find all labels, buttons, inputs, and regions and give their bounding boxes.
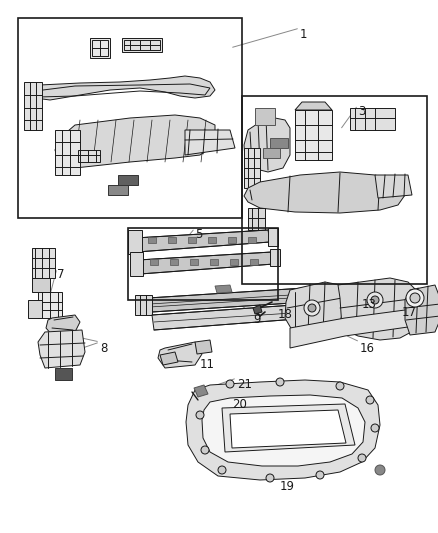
- Polygon shape: [148, 288, 307, 312]
- Circle shape: [276, 378, 283, 386]
- Text: 13: 13: [361, 298, 376, 311]
- Polygon shape: [148, 237, 155, 243]
- Circle shape: [315, 471, 323, 479]
- Circle shape: [335, 382, 343, 390]
- Polygon shape: [230, 259, 237, 265]
- Text: 9: 9: [252, 313, 260, 326]
- Polygon shape: [252, 305, 261, 314]
- Circle shape: [195, 411, 204, 419]
- Text: 5: 5: [194, 228, 202, 241]
- Polygon shape: [284, 282, 344, 335]
- Circle shape: [365, 396, 373, 404]
- Polygon shape: [262, 148, 279, 158]
- Polygon shape: [122, 38, 162, 52]
- Polygon shape: [135, 230, 269, 252]
- Polygon shape: [38, 330, 85, 368]
- Polygon shape: [170, 259, 177, 265]
- Polygon shape: [187, 237, 195, 243]
- Polygon shape: [90, 38, 110, 58]
- Polygon shape: [32, 248, 55, 278]
- Text: 19: 19: [279, 480, 294, 493]
- Text: 11: 11: [200, 358, 215, 371]
- Circle shape: [370, 424, 378, 432]
- Circle shape: [366, 292, 382, 308]
- Text: 7: 7: [57, 268, 64, 281]
- Circle shape: [370, 296, 378, 304]
- Polygon shape: [269, 249, 279, 266]
- Text: 1: 1: [299, 28, 307, 41]
- Polygon shape: [28, 300, 42, 318]
- Polygon shape: [190, 259, 198, 265]
- Polygon shape: [230, 410, 345, 448]
- Polygon shape: [194, 340, 212, 354]
- Polygon shape: [244, 118, 290, 172]
- Circle shape: [201, 446, 208, 454]
- Polygon shape: [302, 108, 322, 122]
- Polygon shape: [404, 285, 438, 335]
- Polygon shape: [269, 138, 287, 148]
- Text: 8: 8: [100, 342, 107, 355]
- Text: 18: 18: [277, 308, 292, 321]
- Polygon shape: [337, 278, 419, 340]
- Polygon shape: [24, 82, 42, 130]
- Circle shape: [303, 300, 319, 316]
- Polygon shape: [38, 292, 62, 318]
- Polygon shape: [135, 295, 152, 315]
- Polygon shape: [215, 285, 231, 293]
- Polygon shape: [222, 404, 354, 452]
- Polygon shape: [227, 237, 236, 243]
- Circle shape: [374, 465, 384, 475]
- Circle shape: [226, 380, 233, 388]
- Polygon shape: [108, 185, 128, 195]
- Polygon shape: [247, 237, 255, 243]
- Polygon shape: [32, 278, 50, 292]
- Polygon shape: [209, 259, 218, 265]
- Polygon shape: [208, 237, 215, 243]
- Polygon shape: [294, 102, 331, 110]
- Polygon shape: [290, 308, 421, 348]
- Text: 3: 3: [357, 105, 364, 118]
- Text: 20: 20: [231, 398, 246, 411]
- Circle shape: [409, 293, 419, 303]
- Polygon shape: [168, 237, 176, 243]
- Polygon shape: [247, 208, 265, 230]
- Polygon shape: [28, 76, 215, 100]
- Polygon shape: [244, 148, 259, 188]
- Polygon shape: [55, 130, 80, 175]
- Text: 21: 21: [237, 378, 251, 391]
- Polygon shape: [55, 368, 72, 380]
- Polygon shape: [194, 385, 208, 397]
- Polygon shape: [294, 110, 331, 160]
- Polygon shape: [184, 130, 234, 155]
- Circle shape: [405, 289, 423, 307]
- Bar: [128, 228, 277, 300]
- Polygon shape: [158, 342, 201, 368]
- Polygon shape: [159, 352, 177, 365]
- Text: 16: 16: [359, 342, 374, 355]
- Circle shape: [265, 474, 273, 482]
- Polygon shape: [254, 108, 274, 125]
- Polygon shape: [118, 175, 138, 185]
- Circle shape: [357, 454, 365, 462]
- Polygon shape: [130, 252, 143, 276]
- Polygon shape: [267, 228, 277, 246]
- Polygon shape: [152, 304, 309, 330]
- Bar: [241, 96, 426, 284]
- Polygon shape: [186, 380, 379, 480]
- Text: 17: 17: [401, 306, 416, 319]
- Polygon shape: [46, 315, 80, 335]
- Bar: [18, 18, 241, 218]
- Polygon shape: [249, 259, 258, 265]
- Polygon shape: [244, 172, 404, 213]
- Polygon shape: [55, 115, 215, 168]
- Polygon shape: [128, 230, 141, 254]
- Polygon shape: [78, 150, 100, 162]
- Circle shape: [307, 304, 315, 312]
- Polygon shape: [374, 175, 411, 198]
- Polygon shape: [150, 259, 158, 265]
- Polygon shape: [349, 108, 394, 130]
- Circle shape: [218, 466, 226, 474]
- Polygon shape: [201, 395, 364, 466]
- Polygon shape: [138, 252, 273, 274]
